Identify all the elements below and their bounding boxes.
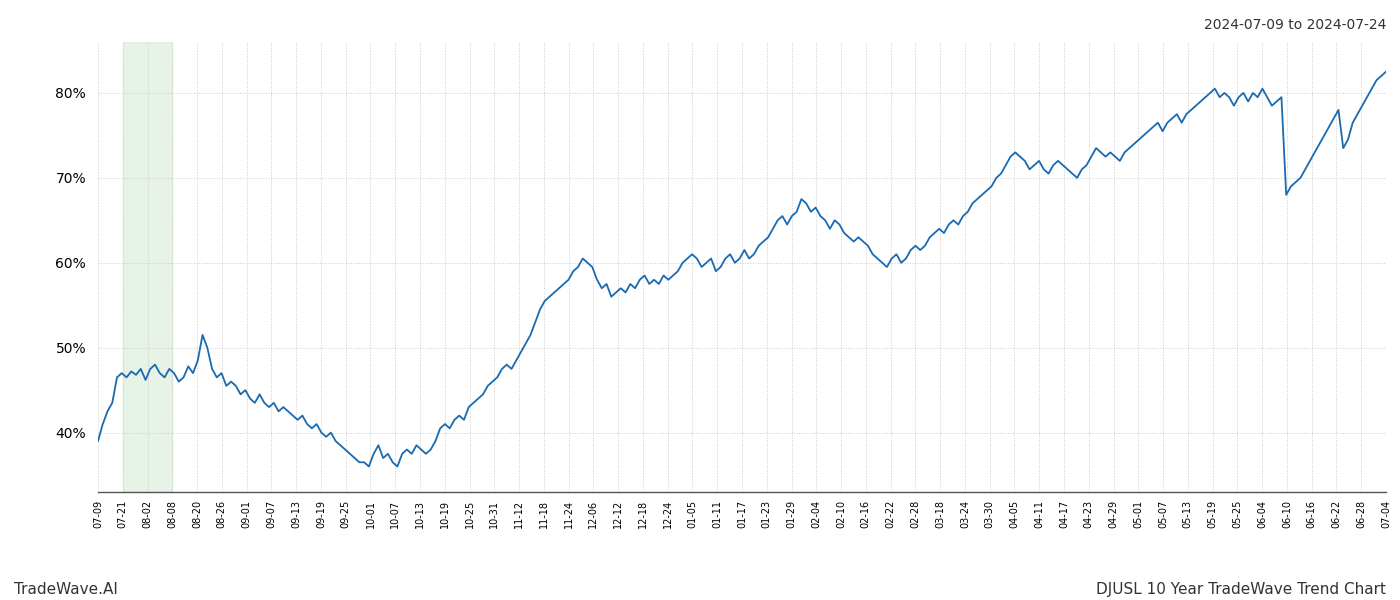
Bar <box>123 42 172 492</box>
Text: DJUSL 10 Year TradeWave Trend Chart: DJUSL 10 Year TradeWave Trend Chart <box>1096 582 1386 597</box>
Text: TradeWave.AI: TradeWave.AI <box>14 582 118 597</box>
Text: 2024-07-09 to 2024-07-24: 2024-07-09 to 2024-07-24 <box>1204 18 1386 32</box>
